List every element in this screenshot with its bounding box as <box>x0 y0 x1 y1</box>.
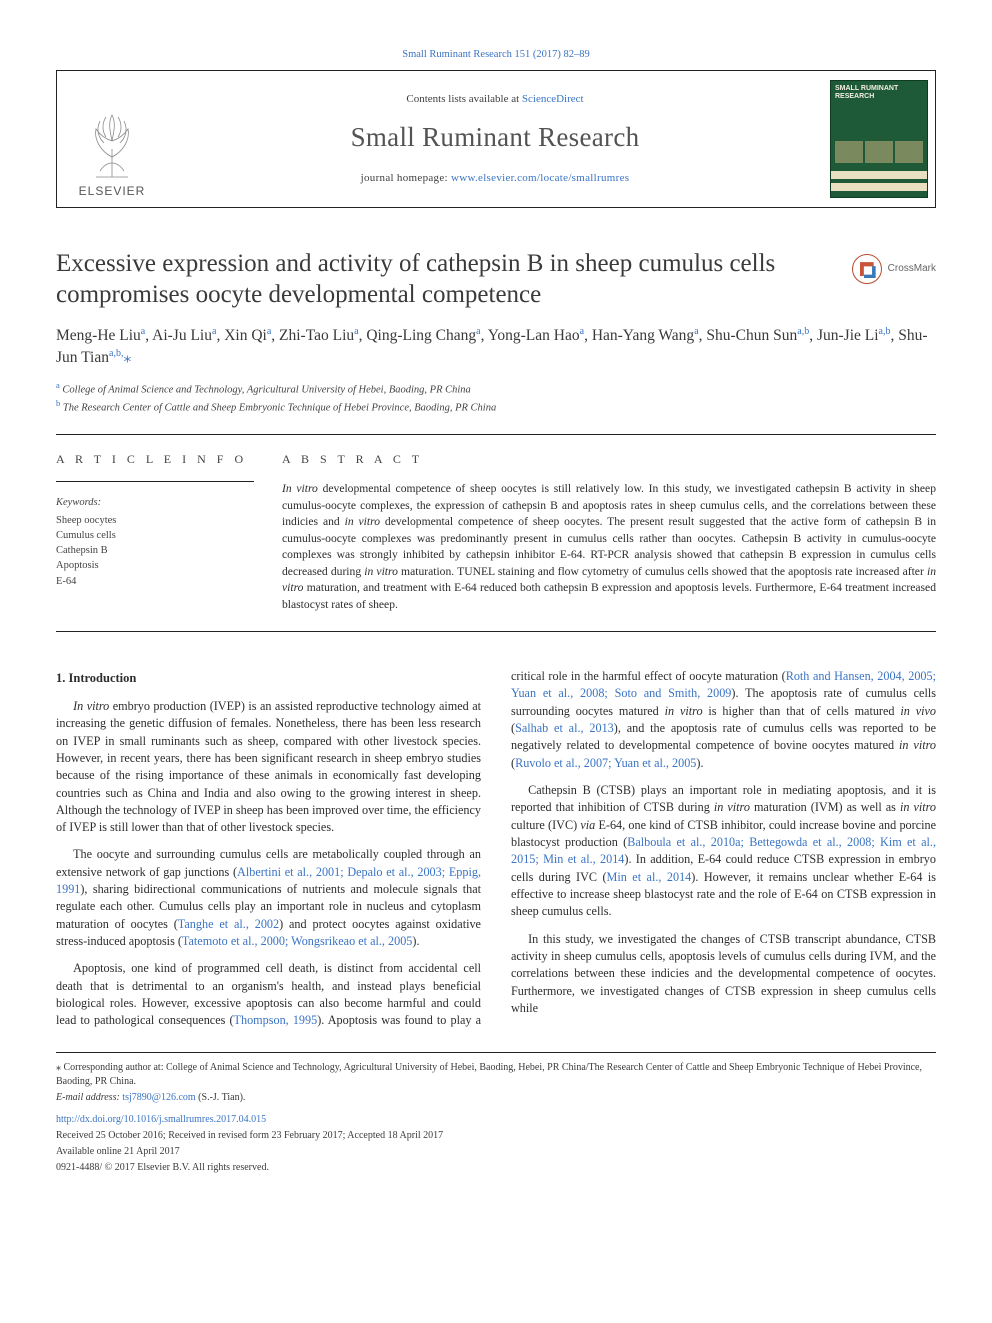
running-head: Small Ruminant Research 151 (2017) 82–89 <box>56 48 936 62</box>
article-title: Excessive expression and activity of cat… <box>56 248 836 311</box>
doi-link[interactable]: http://dx.doi.org/10.1016/j.smallrumres.… <box>56 1114 266 1125</box>
received-line: Received 25 October 2016; Received in re… <box>56 1129 936 1143</box>
body-paragraph: In vitro embryo production (IVEP) is an … <box>56 698 481 837</box>
abstract-label: A B S T R A C T <box>282 451 936 467</box>
footnotes: ⁎ Corresponding author at: College of An… <box>56 1052 936 1175</box>
journal-cover-icon: SMALL RUMINANT RESEARCH <box>830 80 928 198</box>
cover-thumb-wrap: SMALL RUMINANT RESEARCH <box>823 71 935 207</box>
homepage-link[interactable]: www.elsevier.com/locate/smallrumres <box>451 172 629 184</box>
journal-header: ELSEVIER Contents lists available at Sci… <box>56 70 936 208</box>
body-columns: 1. Introduction In vitro embryo producti… <box>56 668 936 1030</box>
keyword-item: Cathepsin B <box>56 543 254 558</box>
body-paragraph: In this study, we investigated the chang… <box>511 931 936 1018</box>
cover-band-icon <box>831 171 927 179</box>
email-line: E-mail address: tsj7890@126.com (S.-J. T… <box>56 1091 936 1105</box>
homepage-prefix: journal homepage: <box>361 172 451 184</box>
email-label: E-mail address: <box>56 1092 122 1103</box>
crossmark-icon <box>852 254 882 284</box>
article-info-col: A R T I C L E I N F O Keywords: Sheep oo… <box>56 434 254 631</box>
available-line: Available online 21 April 2017 <box>56 1145 936 1159</box>
cover-band2-icon <box>831 183 927 191</box>
publisher-name: ELSEVIER <box>79 183 146 199</box>
header-center: Contents lists available at ScienceDirec… <box>167 71 823 207</box>
abstract-col: A B S T R A C T In vitro developmental c… <box>282 434 936 631</box>
keyword-item: Sheep oocytes <box>56 513 254 528</box>
crossmark-label: CrossMark <box>888 262 936 276</box>
crossmark-badge[interactable]: CrossMark <box>852 254 936 284</box>
contents-line: Contents lists available at ScienceDirec… <box>406 92 583 107</box>
keyword-item: Cumulus cells <box>56 528 254 543</box>
sciencedirect-link[interactable]: ScienceDirect <box>522 93 584 105</box>
homepage-line: journal homepage: www.elsevier.com/locat… <box>361 171 630 186</box>
body-paragraph: The oocyte and surrounding cumulus cells… <box>56 846 481 950</box>
email-link[interactable]: tsj7890@126.com <box>122 1092 195 1103</box>
copyright-line: 0921-4488/ © 2017 Elsevier B.V. All righ… <box>56 1161 936 1175</box>
keywords-list: Sheep oocytesCumulus cellsCathepsin BApo… <box>56 513 254 589</box>
elsevier-tree-icon <box>82 107 142 181</box>
email-who: (S.-J. Tian). <box>196 1092 246 1103</box>
running-head-link[interactable]: Small Ruminant Research 151 (2017) 82–89 <box>402 49 590 60</box>
keywords-head: Keywords: <box>56 496 254 510</box>
abstract-text: In vitro developmental competence of she… <box>282 481 936 613</box>
body-paragraph: Cathepsin B (CTSB) plays an important ro… <box>511 782 936 921</box>
journal-name: Small Ruminant Research <box>351 119 640 155</box>
intro-heading: 1. Introduction <box>56 670 481 688</box>
article-info-label: A R T I C L E I N F O <box>56 451 254 467</box>
keyword-item: E-64 <box>56 574 254 589</box>
corresponding-note: ⁎ Corresponding author at: College of An… <box>56 1061 936 1089</box>
affiliations: a College of Animal Science and Technolo… <box>56 380 936 416</box>
keyword-item: Apoptosis <box>56 558 254 573</box>
authors-line: Meng-He Liua, Ai-Ju Liua, Xin Qia, Zhi-T… <box>56 325 936 370</box>
contents-prefix: Contents lists available at <box>406 93 521 105</box>
publisher-block: ELSEVIER <box>57 71 167 207</box>
cover-photorow-icon <box>835 141 923 163</box>
cover-title: SMALL RUMINANT RESEARCH <box>835 85 923 100</box>
